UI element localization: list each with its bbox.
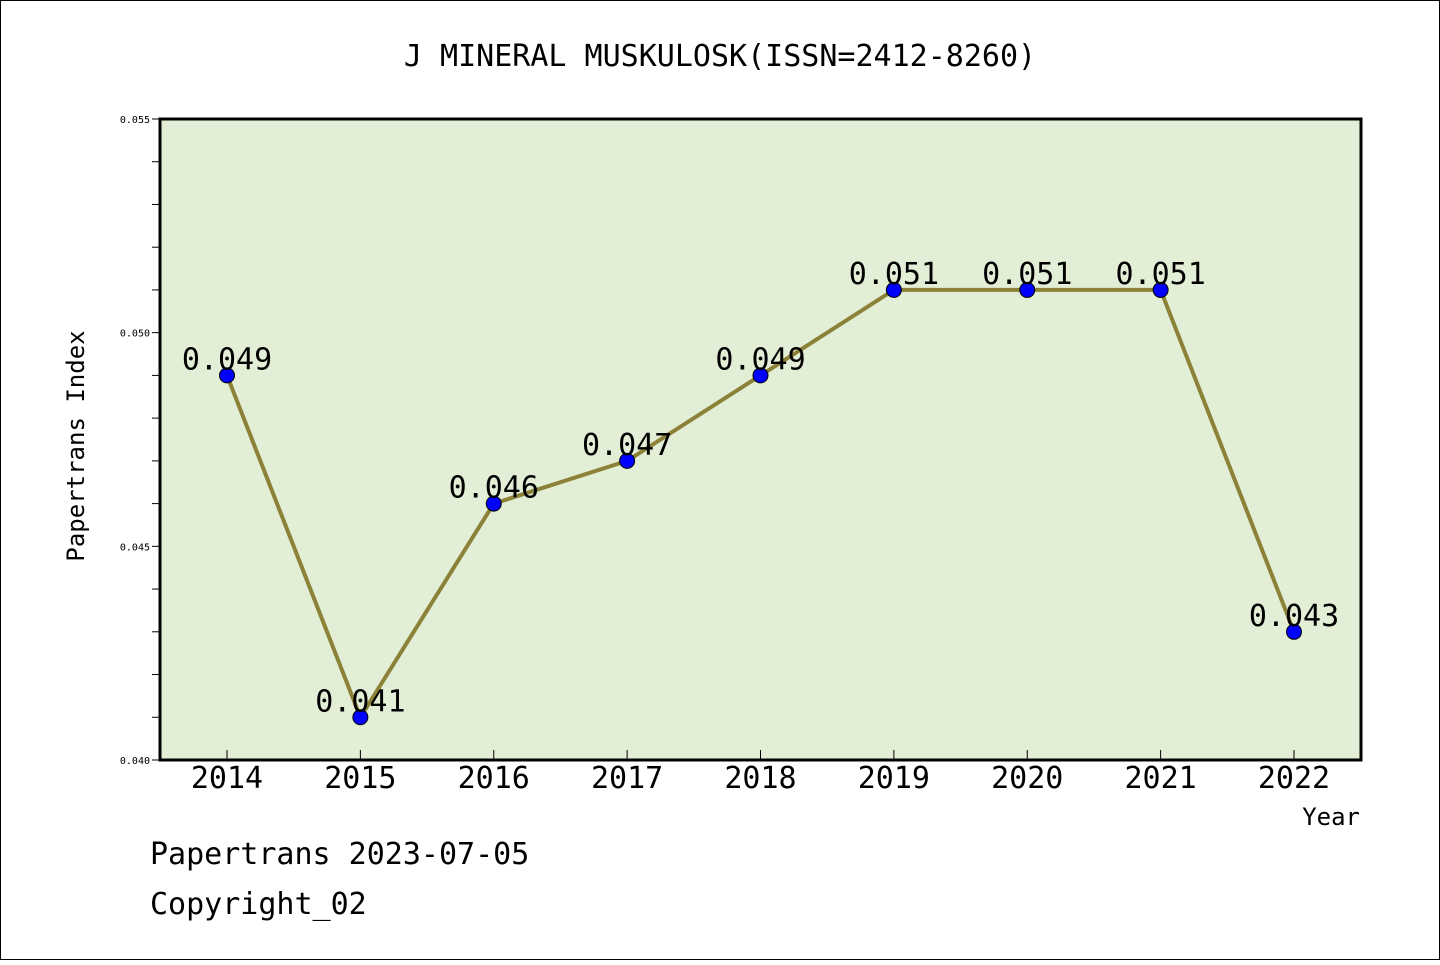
- data-label-2020: 0.051: [982, 257, 1072, 292]
- data-label-2016: 0.046: [449, 471, 539, 506]
- x-tick-label: 2018: [724, 761, 796, 796]
- data-point-2018: [752, 367, 769, 384]
- x-tick-label: 2019: [858, 761, 930, 796]
- footer-copyright: Copyright_02: [150, 887, 367, 922]
- x-tick-label: 2020: [991, 761, 1063, 796]
- plot-frame: [158, 117, 1363, 762]
- x-tick-label: 2017: [591, 761, 663, 796]
- x-tick-label: 2021: [1125, 761, 1197, 796]
- x-tick-label: 2014: [191, 761, 263, 796]
- data-label-2014: 0.049: [182, 342, 272, 377]
- y-axis-label: Papertrans Index: [62, 330, 90, 561]
- plot-area: [160, 119, 1361, 760]
- data-label-2018: 0.049: [715, 342, 805, 377]
- data-label-2019: 0.051: [849, 257, 939, 292]
- x-tick-label: 2022: [1258, 761, 1330, 796]
- data-label-2017: 0.047: [582, 428, 672, 463]
- data-point-2014: [219, 367, 235, 384]
- data-label-2021: 0.051: [1115, 257, 1205, 292]
- x-axis-label: Year: [1302, 803, 1360, 831]
- x-tick-label: 2015: [324, 761, 396, 796]
- data-point-2021: [1152, 281, 1169, 298]
- y-tick-label: 0.040: [120, 756, 150, 767]
- footer-date: Papertrans 2023-07-05: [150, 837, 529, 872]
- data-label-2015: 0.041: [315, 684, 405, 719]
- data-point-2022: [1286, 623, 1302, 640]
- data-point-2017: [619, 452, 636, 469]
- y-tick-label: 0.045: [120, 542, 150, 553]
- y-tick-label: 0.055: [120, 115, 150, 126]
- y-tick-label: 0.050: [120, 329, 150, 340]
- marker-group: [219, 281, 1302, 726]
- data-label-group: 0.049 0.041 0.046 0.047 0.049 0.051 0.051 0.051…: [182, 257, 1339, 719]
- x-tick-label: 2016: [458, 761, 530, 796]
- data-label-2022: 0.043: [1249, 599, 1339, 634]
- x-axis: 2014 2015 2016 2017 2018 2019 2020 2021 2022: [191, 750, 1330, 796]
- data-point-2016: [485, 495, 502, 512]
- data-point-2020: [1019, 281, 1036, 298]
- data-point-2015: [352, 709, 369, 726]
- chart-title: J MINERAL MUSKULOSK(ISSN=2412-8260): [404, 39, 1036, 74]
- data-point-2019: [885, 281, 902, 298]
